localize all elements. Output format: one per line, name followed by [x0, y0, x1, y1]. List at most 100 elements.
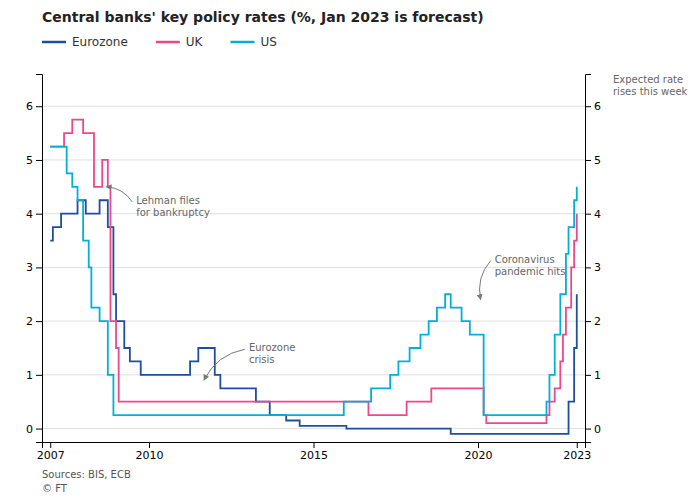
tick-mark	[585, 429, 591, 430]
tick-label: 2	[26, 315, 33, 328]
annotations: Lehman filesfor bankruptcy Eurozonecrisis…	[106, 74, 687, 380]
tick-label: 2010	[135, 449, 163, 462]
tick-mark	[36, 321, 42, 322]
series-line	[50, 120, 577, 424]
tick-label: 0	[26, 423, 33, 436]
tick-mark	[36, 267, 42, 268]
source: © FT	[42, 483, 68, 494]
tick-label: 3	[594, 261, 601, 274]
annotation-line: crisis	[249, 354, 275, 365]
tick-mark	[577, 442, 578, 448]
tick-mark	[36, 160, 42, 161]
annotation: Lehman filesfor bankruptcy	[136, 195, 210, 218]
annotation-line: Expected rate	[613, 74, 683, 85]
grid	[42, 106, 585, 428]
annotation-line: rises this week	[613, 86, 688, 97]
tick: 0	[585, 423, 601, 436]
tick-label: 2020	[465, 449, 493, 462]
tick-label: 4	[594, 208, 601, 221]
tick-mark	[585, 214, 591, 215]
tick-mark	[585, 160, 591, 161]
tick: 2023	[563, 442, 591, 462]
tick-label: 0	[594, 423, 601, 436]
tick: 2015	[300, 442, 328, 462]
tick: 2020	[465, 442, 493, 462]
plot-area	[50, 120, 577, 434]
tick-label: 5	[26, 154, 33, 167]
tick: 3	[26, 261, 42, 274]
tick-mark	[585, 106, 591, 107]
series-line	[50, 200, 577, 434]
tick: 1	[26, 369, 42, 382]
legend-swatch	[42, 41, 66, 44]
source: Sources: BIS, ECB	[42, 469, 131, 480]
tick-label: 2	[594, 315, 601, 328]
annotation-arrow	[480, 261, 491, 300]
y-axis: 0 1 2 3 4 5 6	[26, 75, 43, 443]
tick-mark	[585, 321, 591, 322]
grid-line	[42, 213, 585, 214]
tick: 6	[26, 100, 42, 113]
axis-line	[586, 75, 592, 443]
tick-label: 4	[26, 208, 33, 221]
axis-line	[36, 75, 43, 443]
tick-mark	[585, 267, 591, 268]
annotation-line: Eurozone	[249, 342, 296, 353]
tick: 6	[585, 100, 601, 113]
tick-label: 2023	[563, 449, 591, 462]
tick-label: 6	[594, 100, 601, 113]
legend-item: UK	[156, 35, 204, 49]
tick-mark	[50, 442, 51, 448]
tick: 5	[585, 154, 601, 167]
grid-line	[42, 106, 585, 107]
annotation: Coronaviruspandemic hits	[495, 254, 566, 277]
series-line	[50, 147, 577, 416]
legend-label: Eurozone	[72, 35, 128, 49]
grid-line	[42, 428, 585, 429]
tick-label: 1	[26, 369, 33, 382]
chart: Central banks' key policy rates (%, Jan …	[0, 0, 700, 500]
annotation-line: for bankruptcy	[136, 207, 210, 218]
tick-mark	[36, 106, 42, 107]
tick-label: 5	[594, 154, 601, 167]
legend-label: US	[260, 35, 276, 49]
tick-mark	[36, 214, 42, 215]
y-axis-right: 0 1 2 3 4 5 6	[585, 75, 601, 443]
legend-item: Eurozone	[42, 35, 128, 49]
tick: 0	[26, 423, 42, 436]
tick-label: 1	[594, 369, 601, 382]
tick-mark	[585, 375, 591, 376]
annotation: Eurozonecrisis	[249, 342, 296, 365]
annotation-arrow	[106, 187, 132, 202]
axis-line	[43, 443, 586, 449]
tick: 5	[26, 154, 42, 167]
annotation: Expected raterises this week	[613, 74, 688, 97]
legend-item: US	[230, 35, 276, 49]
legend-label: UK	[186, 35, 204, 49]
tick-mark	[314, 442, 315, 448]
tick-label: 6	[26, 100, 33, 113]
annotation-line: pandemic hits	[495, 266, 566, 277]
x-axis: 2007 2010 2015 2020 2023	[37, 442, 592, 462]
tick-label: 2007	[37, 449, 65, 462]
tick: 2	[585, 315, 601, 328]
legend: Eurozone UK US	[42, 35, 277, 49]
legend-swatch	[230, 41, 254, 44]
tick: 2010	[135, 442, 163, 462]
tick: 2007	[37, 442, 65, 462]
tick: 2	[26, 315, 42, 328]
tick-mark	[149, 442, 150, 448]
tick-mark	[36, 375, 42, 376]
title: Central banks' key policy rates (%, Jan …	[42, 9, 484, 25]
tick: 4	[585, 208, 601, 221]
grid-line	[42, 374, 585, 375]
annotation-line: Coronavirus	[495, 254, 555, 265]
grid-line	[42, 159, 585, 160]
tick-label: 2015	[300, 449, 328, 462]
annotation-arrow	[204, 349, 245, 380]
legend-swatch	[156, 41, 180, 44]
tick: 4	[26, 208, 42, 221]
tick-mark	[36, 429, 42, 430]
tick-mark	[478, 442, 479, 448]
annotation-line: Lehman files	[136, 195, 200, 206]
